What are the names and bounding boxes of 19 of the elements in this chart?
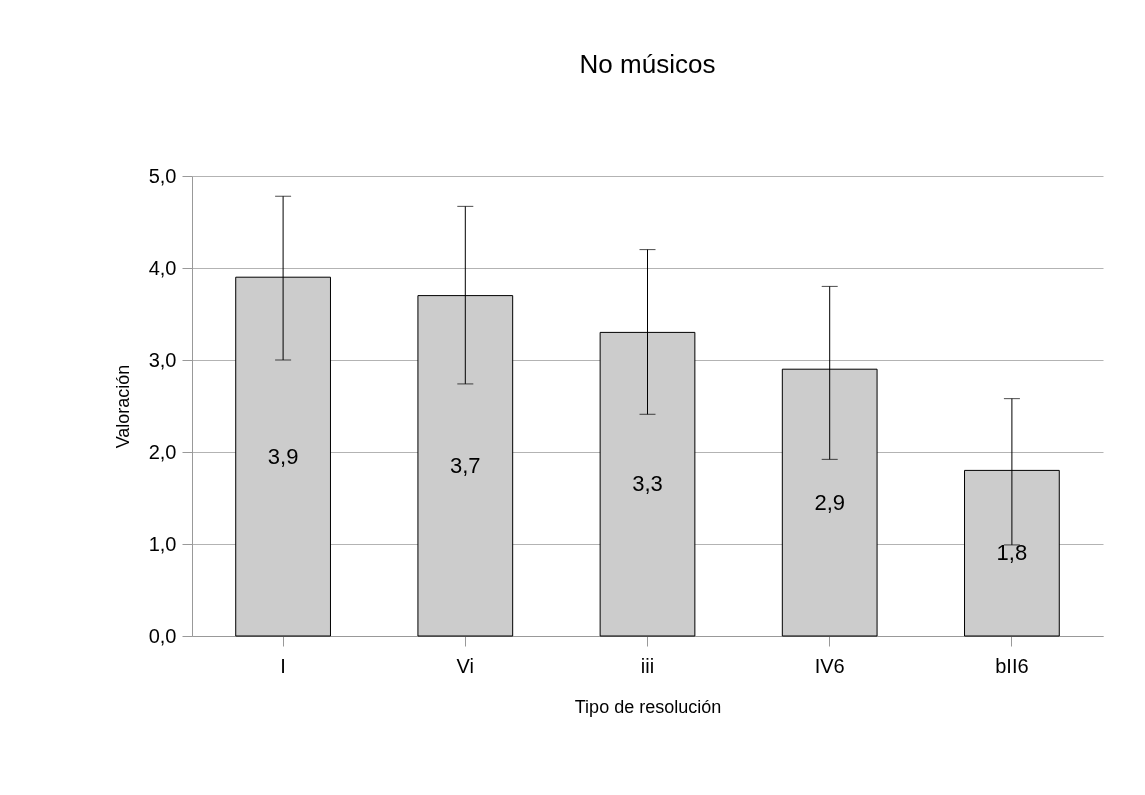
data-label: 1,8 bbox=[996, 540, 1028, 566]
data-label: 3,9 bbox=[267, 443, 299, 469]
x-axis-title: Tipo de resolución bbox=[574, 696, 722, 717]
y-tick-label: 1,0 bbox=[148, 532, 177, 555]
x-tick-label: Vi bbox=[456, 654, 475, 677]
y-tick-label: 3,0 bbox=[148, 348, 177, 371]
y-axis-title: Valoración bbox=[112, 364, 133, 449]
chart-title: No músicos bbox=[579, 49, 716, 79]
x-tick-label: bII6 bbox=[995, 654, 1029, 677]
y-tick-label: 5,0 bbox=[148, 164, 177, 187]
data-label: 3,7 bbox=[450, 452, 481, 478]
y-tick-label: 0,0 bbox=[148, 624, 177, 647]
data-label: 3,3 bbox=[632, 471, 663, 497]
x-tick-label: IV6 bbox=[814, 654, 845, 677]
x-tick-label: iii bbox=[640, 654, 655, 677]
x-tick-label: I bbox=[280, 654, 286, 677]
y-tick-label: 4,0 bbox=[148, 256, 177, 279]
y-tick-label: 2,0 bbox=[148, 440, 177, 463]
data-label: 2,9 bbox=[814, 489, 845, 515]
